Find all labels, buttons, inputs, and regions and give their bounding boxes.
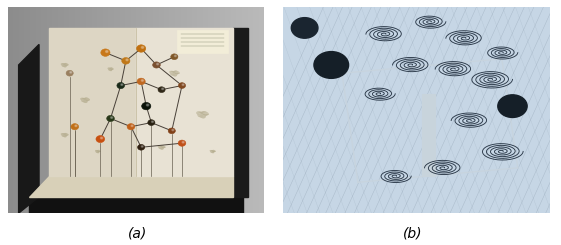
Circle shape	[117, 83, 125, 89]
Circle shape	[96, 135, 105, 143]
Circle shape	[162, 88, 164, 89]
Circle shape	[314, 52, 348, 78]
Circle shape	[151, 121, 153, 122]
Text: (a): (a)	[128, 226, 147, 240]
Text: (b): (b)	[403, 226, 422, 240]
Circle shape	[141, 146, 143, 147]
Circle shape	[100, 137, 103, 139]
Circle shape	[111, 117, 113, 118]
Circle shape	[498, 95, 527, 117]
Circle shape	[168, 128, 176, 134]
Circle shape	[127, 124, 135, 130]
Circle shape	[122, 58, 130, 64]
Circle shape	[137, 78, 145, 85]
Circle shape	[137, 144, 145, 150]
Circle shape	[141, 80, 144, 81]
Bar	[136, 28, 233, 176]
Circle shape	[158, 87, 165, 93]
Polygon shape	[19, 44, 39, 213]
Circle shape	[153, 62, 160, 68]
Circle shape	[66, 70, 73, 76]
Circle shape	[182, 141, 184, 143]
Circle shape	[141, 47, 144, 48]
Circle shape	[178, 83, 186, 88]
Circle shape	[71, 124, 79, 130]
Circle shape	[182, 84, 184, 86]
Circle shape	[171, 54, 178, 60]
Circle shape	[75, 125, 77, 127]
Bar	[177, 30, 228, 53]
Bar	[233, 28, 249, 197]
Circle shape	[136, 45, 146, 52]
Circle shape	[146, 104, 149, 106]
Circle shape	[174, 55, 176, 57]
Circle shape	[101, 49, 110, 56]
Polygon shape	[29, 176, 233, 197]
Bar	[49, 28, 136, 176]
Circle shape	[148, 120, 155, 125]
Circle shape	[70, 72, 72, 73]
Circle shape	[131, 125, 133, 127]
Circle shape	[142, 102, 151, 110]
Circle shape	[126, 59, 128, 61]
Circle shape	[172, 129, 174, 131]
Circle shape	[107, 115, 114, 122]
Circle shape	[157, 63, 159, 65]
Circle shape	[121, 84, 123, 86]
Bar	[29, 193, 243, 213]
Circle shape	[291, 18, 318, 38]
Circle shape	[105, 50, 108, 52]
Bar	[422, 94, 435, 176]
Circle shape	[178, 140, 186, 146]
